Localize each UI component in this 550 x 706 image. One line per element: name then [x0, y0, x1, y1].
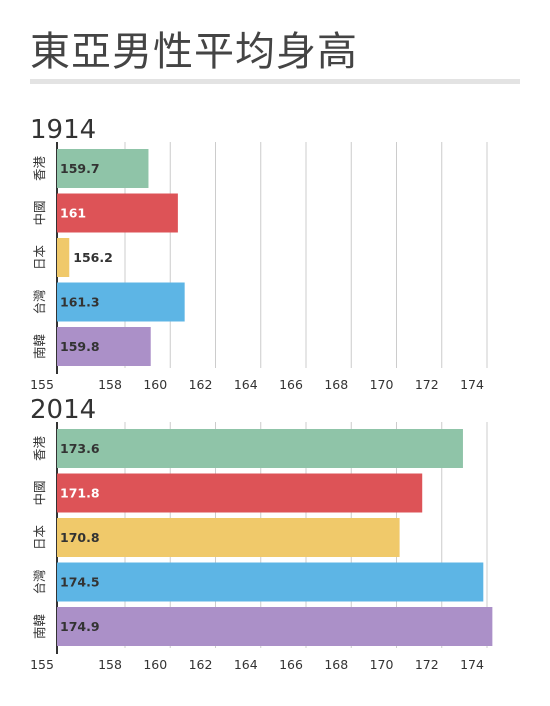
- tick-label: 168: [324, 377, 348, 392]
- category-label: 日本: [32, 245, 47, 271]
- category-label: 香港: [32, 156, 47, 182]
- bar: [57, 518, 400, 557]
- data-label: 156.2: [73, 250, 113, 265]
- data-label: 161.3: [60, 295, 100, 310]
- tick-label: 174: [460, 657, 484, 672]
- tick-label: 170: [370, 377, 394, 392]
- tick-label: 174: [460, 377, 484, 392]
- tick-label: 172: [415, 657, 439, 672]
- bar: [57, 607, 493, 646]
- data-label: 174.5: [60, 575, 100, 590]
- tick-label: 158: [98, 657, 122, 672]
- bar: [57, 562, 484, 602]
- page-title: 東亞男性平均身高: [30, 29, 358, 75]
- tick-label: 158: [98, 377, 122, 392]
- tick-label: 166: [279, 377, 303, 392]
- category-label: 台灣: [32, 289, 47, 314]
- tick-label: 155: [30, 657, 54, 672]
- tick-label: 168: [324, 657, 348, 672]
- category-label: 台灣: [32, 569, 47, 594]
- data-label: 174.9: [60, 619, 100, 634]
- data-label: 173.6: [60, 441, 100, 456]
- tick-label: 162: [189, 657, 213, 672]
- tick-label: 155: [30, 377, 54, 392]
- data-label: 171.8: [60, 486, 100, 501]
- data-label: 161: [60, 206, 86, 221]
- category-label: 日本: [32, 525, 47, 551]
- tick-label: 170: [370, 657, 394, 672]
- category-label: 中國: [32, 480, 47, 505]
- category-label: 中國: [32, 200, 47, 225]
- category-label: 南韓: [32, 334, 47, 359]
- tick-label: 164: [234, 657, 258, 672]
- tick-label: 162: [189, 377, 213, 392]
- bar: [57, 282, 185, 322]
- tick-label: 172: [415, 377, 439, 392]
- gridlines: [124, 142, 488, 368]
- category-label: 香港: [32, 436, 47, 462]
- chart-title-2014: 2014: [30, 395, 97, 425]
- bar: [57, 238, 70, 277]
- data-label: 159.8: [60, 339, 100, 354]
- tick-label: 160: [143, 377, 167, 392]
- bar: [57, 429, 463, 468]
- bar: [57, 327, 151, 366]
- bar: [57, 473, 423, 513]
- data-label: 159.7: [60, 161, 100, 176]
- tick-label: 166: [279, 657, 303, 672]
- bar: [57, 193, 178, 233]
- tick-label: 160: [143, 657, 167, 672]
- bar-chart-1914: 159.7 香港 161 中國 156.2 日本 161.3 台灣 159.8 南韓 155 158 1…: [30, 142, 488, 392]
- category-label: 南韓: [32, 614, 47, 639]
- tick-label: 164: [234, 377, 258, 392]
- data-label: 170.8: [60, 530, 100, 545]
- title-divider: [30, 79, 520, 84]
- bar: [57, 149, 149, 188]
- bar-chart-2014: 173.6 香港 171.8 中國 170.8 日本 174.5 台灣 174.9 南韓 155 15…: [30, 422, 493, 672]
- chart-title-1914: 1914: [30, 115, 97, 145]
